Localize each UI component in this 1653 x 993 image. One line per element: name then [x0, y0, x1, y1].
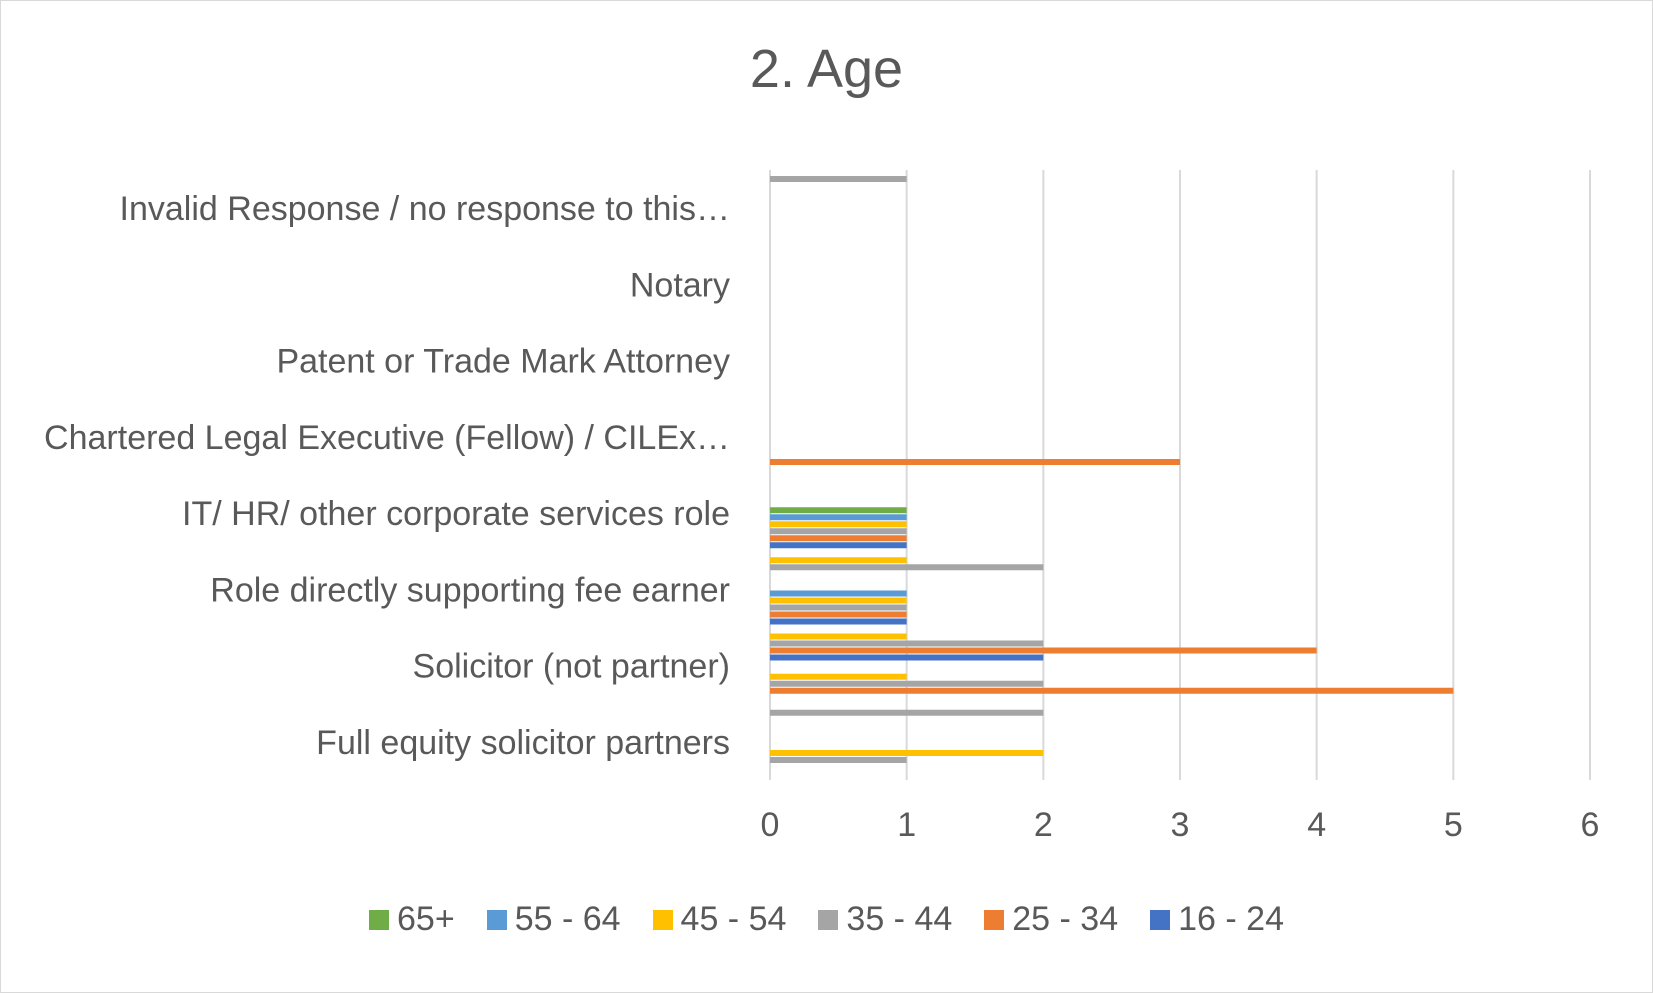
- x-tick-label: 5: [1444, 806, 1463, 844]
- bar-16-24: [770, 542, 907, 549]
- legend-swatch: [486, 909, 507, 930]
- bar-45-54: [770, 521, 907, 528]
- grid-lines: [769, 170, 1591, 780]
- legend-item: 35 - 44: [818, 900, 952, 939]
- bar-16-24: [770, 618, 907, 625]
- category-labels: Full equity solicitor partners Solicitor …: [44, 190, 730, 762]
- bar-35-44: [770, 176, 907, 182]
- legend-item: 55 - 64: [486, 900, 621, 939]
- legend-item: 16 - 24: [1150, 900, 1284, 939]
- legend-item: 65+: [369, 900, 455, 939]
- x-tick-labels: 0 1 2 3 4 5 6: [761, 806, 1600, 844]
- bar-25-34: [770, 611, 907, 618]
- category-label: Role directly supporting fee earner: [210, 571, 730, 609]
- legend-swatch: [818, 909, 839, 930]
- bar-35-44: [770, 528, 907, 535]
- legend-label: 16 - 24: [1178, 900, 1284, 938]
- x-tick-label: 1: [897, 806, 916, 844]
- legend: 65+ 55 - 64 45 - 54 35 - 44 25 - 34 16 - 24: [0, 900, 1653, 939]
- bar-35-44: [770, 564, 1044, 571]
- category-label: Invalid Response / no response to this…: [120, 190, 730, 228]
- legend-label: 55 - 64: [514, 900, 621, 938]
- chart-title: 2. Age: [749, 39, 904, 99]
- category-label: IT/ HR/ other corporate services role: [182, 495, 730, 533]
- bars: [770, 176, 1454, 763]
- bar-55-64: [770, 590, 907, 597]
- category-label: Chartered Legal Executive (Fellow) / CIL…: [44, 419, 730, 457]
- bar-25-34: [770, 647, 1317, 654]
- legend-label: 65+: [397, 900, 455, 938]
- bar-65-: [770, 507, 907, 514]
- x-tick-label: 3: [1171, 806, 1190, 844]
- legend-item: 45 - 54: [652, 900, 787, 939]
- category-label: Notary: [630, 266, 730, 304]
- legend-item: 25 - 34: [984, 900, 1118, 939]
- bar-25-34: [770, 535, 907, 542]
- bar-45-54: [770, 597, 907, 604]
- bar-35-44: [770, 709, 1044, 716]
- x-tick-label: 0: [761, 806, 780, 844]
- bar-35-44: [770, 640, 1044, 647]
- bar-45-54: [770, 633, 907, 640]
- x-tick-label: 2: [1034, 806, 1053, 844]
- legend-swatch: [652, 909, 673, 930]
- bar-25-34: [770, 687, 1454, 694]
- bar-45-54: [770, 673, 907, 680]
- bar-35-44: [770, 757, 907, 763]
- bar-45-54: [770, 750, 1044, 756]
- bar-45-54: [770, 557, 907, 564]
- bar-35-44: [770, 604, 907, 611]
- category-label: Full equity solicitor partners: [316, 724, 730, 762]
- legend-swatch: [984, 909, 1005, 930]
- legend-label: 25 - 34: [1012, 900, 1119, 938]
- x-tick-label: 6: [1581, 806, 1600, 844]
- legend-swatch: [1150, 909, 1171, 930]
- legend-swatch: [369, 909, 389, 930]
- category-label: Solicitor (not partner): [413, 648, 730, 686]
- x-tick-label: 4: [1307, 806, 1326, 844]
- bar-35-44: [770, 680, 1044, 687]
- legend-label: 45 - 54: [680, 900, 787, 938]
- bar-55-64: [770, 514, 907, 521]
- bar-25-34: [770, 459, 1180, 465]
- category-label: Patent or Trade Mark Attorney: [276, 343, 730, 381]
- bar-16-24: [770, 654, 1044, 661]
- legend-label: 35 - 44: [846, 900, 953, 938]
